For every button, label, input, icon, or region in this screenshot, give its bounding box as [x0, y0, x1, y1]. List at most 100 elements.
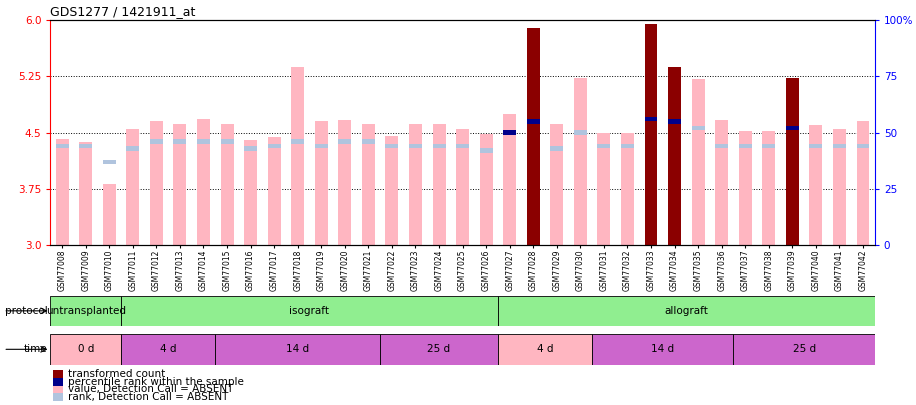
Bar [503, 114, 516, 245]
Bar [291, 139, 304, 144]
Bar [221, 139, 234, 144]
Bar [645, 24, 658, 245]
Bar [551, 146, 563, 151]
Bar [621, 133, 634, 245]
Bar [79, 142, 93, 245]
Bar [432, 124, 445, 245]
Bar [386, 144, 398, 148]
Bar [221, 124, 234, 245]
Bar [456, 144, 469, 148]
Bar [498, 296, 875, 326]
Bar [103, 160, 115, 164]
Bar [197, 139, 210, 144]
Bar [121, 334, 215, 364]
Bar [621, 144, 634, 148]
Text: isograft: isograft [289, 306, 330, 316]
Bar [56, 139, 69, 245]
Text: 25 d: 25 d [792, 344, 815, 354]
Bar [810, 144, 823, 148]
Bar [597, 133, 610, 245]
Bar [668, 67, 681, 245]
Bar [498, 334, 592, 364]
Bar [762, 144, 775, 148]
Bar [173, 139, 186, 144]
Bar [833, 144, 845, 148]
Bar [315, 122, 328, 245]
Bar [738, 131, 752, 245]
Bar [380, 334, 498, 364]
Bar [267, 144, 280, 148]
Bar [150, 122, 163, 245]
Bar [810, 125, 823, 245]
Bar [715, 120, 728, 245]
Bar [52, 378, 62, 386]
Bar [551, 124, 563, 245]
Bar [173, 124, 186, 245]
Bar [668, 119, 681, 124]
Bar [291, 68, 304, 245]
Bar [856, 144, 869, 148]
Bar [338, 120, 352, 245]
Bar [50, 296, 121, 326]
Bar [856, 122, 869, 245]
Bar [52, 386, 62, 393]
Bar [409, 144, 422, 148]
Text: value, Detection Call = ABSENT: value, Detection Call = ABSENT [68, 384, 234, 394]
Bar [121, 296, 498, 326]
Bar [409, 124, 422, 245]
Bar [315, 144, 328, 148]
Bar [527, 119, 540, 124]
Bar [786, 78, 799, 245]
Bar [56, 144, 69, 148]
Bar [692, 126, 704, 130]
Bar [762, 131, 775, 245]
Bar [244, 146, 257, 151]
Bar [126, 146, 139, 151]
Bar [79, 144, 93, 148]
Text: 4 d: 4 d [537, 344, 553, 354]
Text: rank, Detection Call = ABSENT: rank, Detection Call = ABSENT [68, 392, 228, 402]
Bar [597, 144, 610, 148]
Bar [103, 183, 115, 245]
Bar [362, 139, 375, 144]
Bar [738, 144, 752, 148]
Text: 4 d: 4 d [160, 344, 177, 354]
Bar [573, 78, 587, 245]
Text: allograft: allograft [664, 306, 708, 316]
Bar [527, 28, 540, 245]
Bar [715, 144, 728, 148]
Text: protocol: protocol [5, 306, 48, 316]
Bar [456, 129, 469, 245]
Bar [126, 129, 139, 245]
Bar [592, 334, 734, 364]
Bar [480, 148, 493, 153]
Text: 14 d: 14 d [651, 344, 674, 354]
Bar [734, 334, 875, 364]
Bar [645, 117, 658, 121]
Text: transformed count: transformed count [68, 369, 165, 379]
Text: 25 d: 25 d [428, 344, 451, 354]
Bar [244, 140, 257, 245]
Text: time: time [24, 344, 48, 354]
Bar [503, 130, 516, 135]
Bar [50, 334, 121, 364]
Text: percentile rank within the sample: percentile rank within the sample [68, 377, 244, 387]
Bar [432, 144, 445, 148]
Bar [338, 139, 352, 144]
Bar [692, 79, 704, 245]
Bar [52, 370, 62, 378]
Bar [267, 137, 280, 245]
Bar [833, 129, 845, 245]
Bar [362, 124, 375, 245]
Bar [52, 393, 62, 401]
Bar [197, 119, 210, 245]
Bar [573, 130, 587, 135]
Text: untransplanted: untransplanted [46, 306, 125, 316]
Bar [386, 136, 398, 245]
Text: 14 d: 14 d [286, 344, 310, 354]
Text: 0 d: 0 d [78, 344, 94, 354]
Bar [150, 139, 163, 144]
Text: GDS1277 / 1421911_at: GDS1277 / 1421911_at [50, 5, 196, 18]
Bar [786, 126, 799, 130]
Bar [215, 334, 380, 364]
